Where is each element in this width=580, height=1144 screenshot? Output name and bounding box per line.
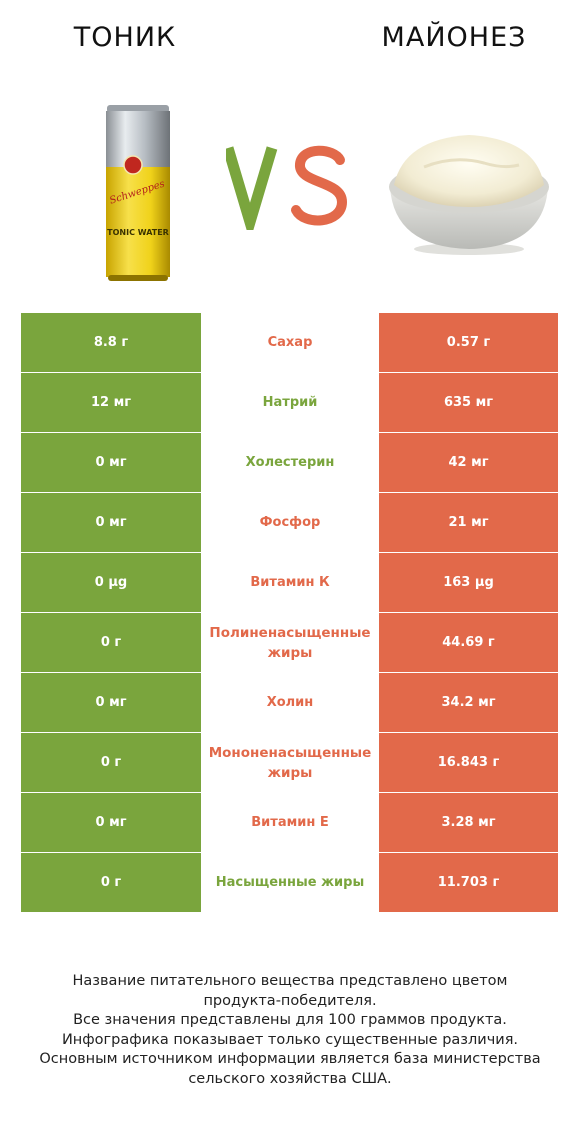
table-row: 0 г Насыщенные жиры 11.703 г xyxy=(21,852,558,913)
left-value: 0 мг xyxy=(21,672,201,733)
nutrient-name: Фосфор xyxy=(201,492,379,553)
footer-line: Основным источником информации является … xyxy=(39,1051,541,1067)
right-value: 0.57 г xyxy=(379,313,558,373)
left-value: 0 µg xyxy=(21,552,201,613)
nutrient-name: Сахар xyxy=(201,313,379,373)
footer-line: продукта-победителя. xyxy=(203,992,377,1009)
right-value: 42 мг xyxy=(379,432,558,493)
table-row: 0 мг Витамин E 3.28 мг xyxy=(21,792,558,853)
can-label-text: TONIC WATER xyxy=(107,228,169,237)
right-value: 44.69 г xyxy=(379,612,558,673)
footer-line: Название питательного вещества представл… xyxy=(72,973,508,989)
right-value: 34.2 мг xyxy=(379,672,558,733)
left-value: 0 мг xyxy=(21,792,201,853)
footer-line: Инфографика показывает только существенн… xyxy=(61,1031,519,1048)
right-value: 635 мг xyxy=(379,372,558,433)
table-row: 0 µg Витамин К 163 µg xyxy=(21,552,558,613)
nutrient-name: Витамин К xyxy=(201,552,379,613)
left-value: 0 мг xyxy=(21,432,201,493)
nutrient-name: Витамин E xyxy=(201,792,379,853)
vs-graphic xyxy=(226,145,348,230)
footer-note: Название питательного вещества представл… xyxy=(20,972,560,1089)
table-row: 0 мг Фосфор 21 мг xyxy=(21,492,558,553)
comparison-table: 8.8 г Сахар 0.57 г 12 мг Натрий 635 мг 0… xyxy=(21,313,558,913)
table-row: 0 мг Холин 34.2 мг xyxy=(21,672,558,733)
mayonnaise-bowl-image xyxy=(389,135,549,255)
left-product-title: ТОНИК xyxy=(73,22,177,53)
right-value: 21 мг xyxy=(379,492,558,553)
nutrient-name: Холин xyxy=(201,672,379,733)
left-value: 0 г xyxy=(21,732,201,793)
table-row: 0 мг Холестерин 42 мг xyxy=(21,432,558,493)
table-row: 0 г Мононенасыщенные жиры 16.843 г xyxy=(21,732,558,793)
nutrient-name: Натрий xyxy=(201,372,379,433)
right-value: 11.703 г xyxy=(379,852,558,913)
right-value: 163 µg xyxy=(379,552,558,613)
nutrient-name: Полиненасыщенные жиры xyxy=(201,612,379,673)
tonic-can-image: Schweppes TONIC WATER xyxy=(106,105,170,281)
table-row: 12 мг Натрий 635 мг xyxy=(21,372,558,433)
nutrient-name: Насыщенные жиры xyxy=(201,852,379,913)
nutrient-name: Мононенасыщенные жиры xyxy=(201,732,379,793)
right-product-title: МАЙОНЕЗ xyxy=(381,22,527,53)
table-row: 0 г Полиненасыщенные жиры 44.69 г xyxy=(21,612,558,673)
footer-line: сельского хозяйства США. xyxy=(188,1070,392,1087)
left-value: 0 г xyxy=(21,852,201,913)
right-value: 3.28 мг xyxy=(379,792,558,853)
right-value: 16.843 г xyxy=(379,732,558,793)
left-value: 8.8 г xyxy=(21,313,201,373)
left-value: 12 мг xyxy=(21,372,201,433)
footer-line: Все значения представлены для 100 граммо… xyxy=(73,1012,507,1028)
table-row: 8.8 г Сахар 0.57 г xyxy=(21,313,558,373)
left-value: 0 г xyxy=(21,612,201,673)
left-value: 0 мг xyxy=(21,492,201,553)
nutrient-name: Холестерин xyxy=(201,432,379,493)
